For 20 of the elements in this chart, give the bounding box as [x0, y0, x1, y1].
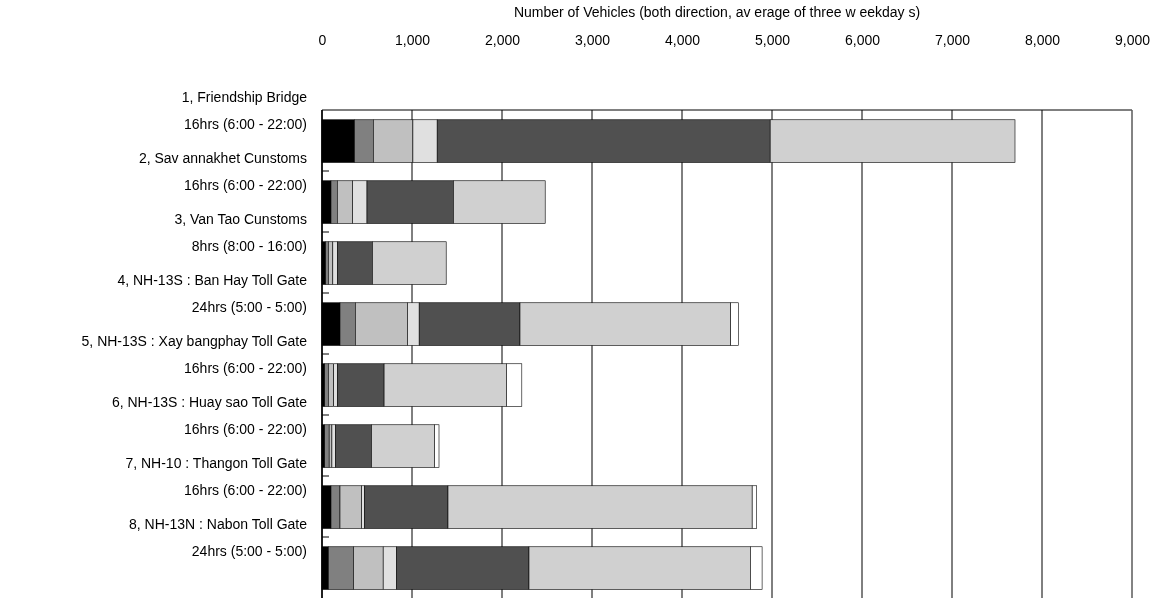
y-tick-label: 4, NH-13S : Ban Hay Toll Gate 24hrs (5:00 - 5:00): [117, 272, 308, 315]
x-axis-title: Number of Vehicles (both direction, av erage of three w eekday s): [513, 4, 921, 20]
x-tick-label: 6,000: [844, 32, 881, 48]
y-tick-label: 7, NH-10 : Thangon Toll Gate 16hrs (6:00 - 22:00): [125, 455, 308, 498]
x-tick-label: 7,000: [934, 32, 971, 48]
y-tick-label: 6, NH-13S : Huay sao Toll Gate 16hrs (6:00 - 22:00): [111, 394, 308, 437]
x-tick-label: 1,000: [394, 32, 431, 48]
x-tick-label: 2,000: [484, 32, 521, 48]
x-tick-label: 0: [318, 32, 327, 48]
y-tick-label: 5, NH-13S : Xay bangphay Toll Gate 16hrs (6:00 - 22:00): [81, 333, 308, 376]
y-tick-label: 1, Friendship Bridge 16hrs (6:00 - 22:00): [181, 89, 308, 132]
bar: [325, 241, 329, 285]
x-tick-label: 9,000: [1114, 32, 1151, 48]
y-tick-label: 3, Van Tao Cunstoms 8hrs (8:00 - 16:00): [174, 211, 307, 254]
y-tick-label: 8, NH-13N : Nabon Toll Gate 24hrs (5:00 - 5:00): [129, 516, 308, 559]
x-tick-label: 3,000: [574, 32, 611, 48]
x-tick-label: 8,000: [1024, 32, 1061, 48]
x-tick-label: 5,000: [754, 32, 791, 48]
x-tick-label: 4,000: [664, 32, 701, 48]
y-tick-label: 2, Sav annakhet Cunstoms 16hrs (6:00 - 22:00): [138, 150, 307, 193]
